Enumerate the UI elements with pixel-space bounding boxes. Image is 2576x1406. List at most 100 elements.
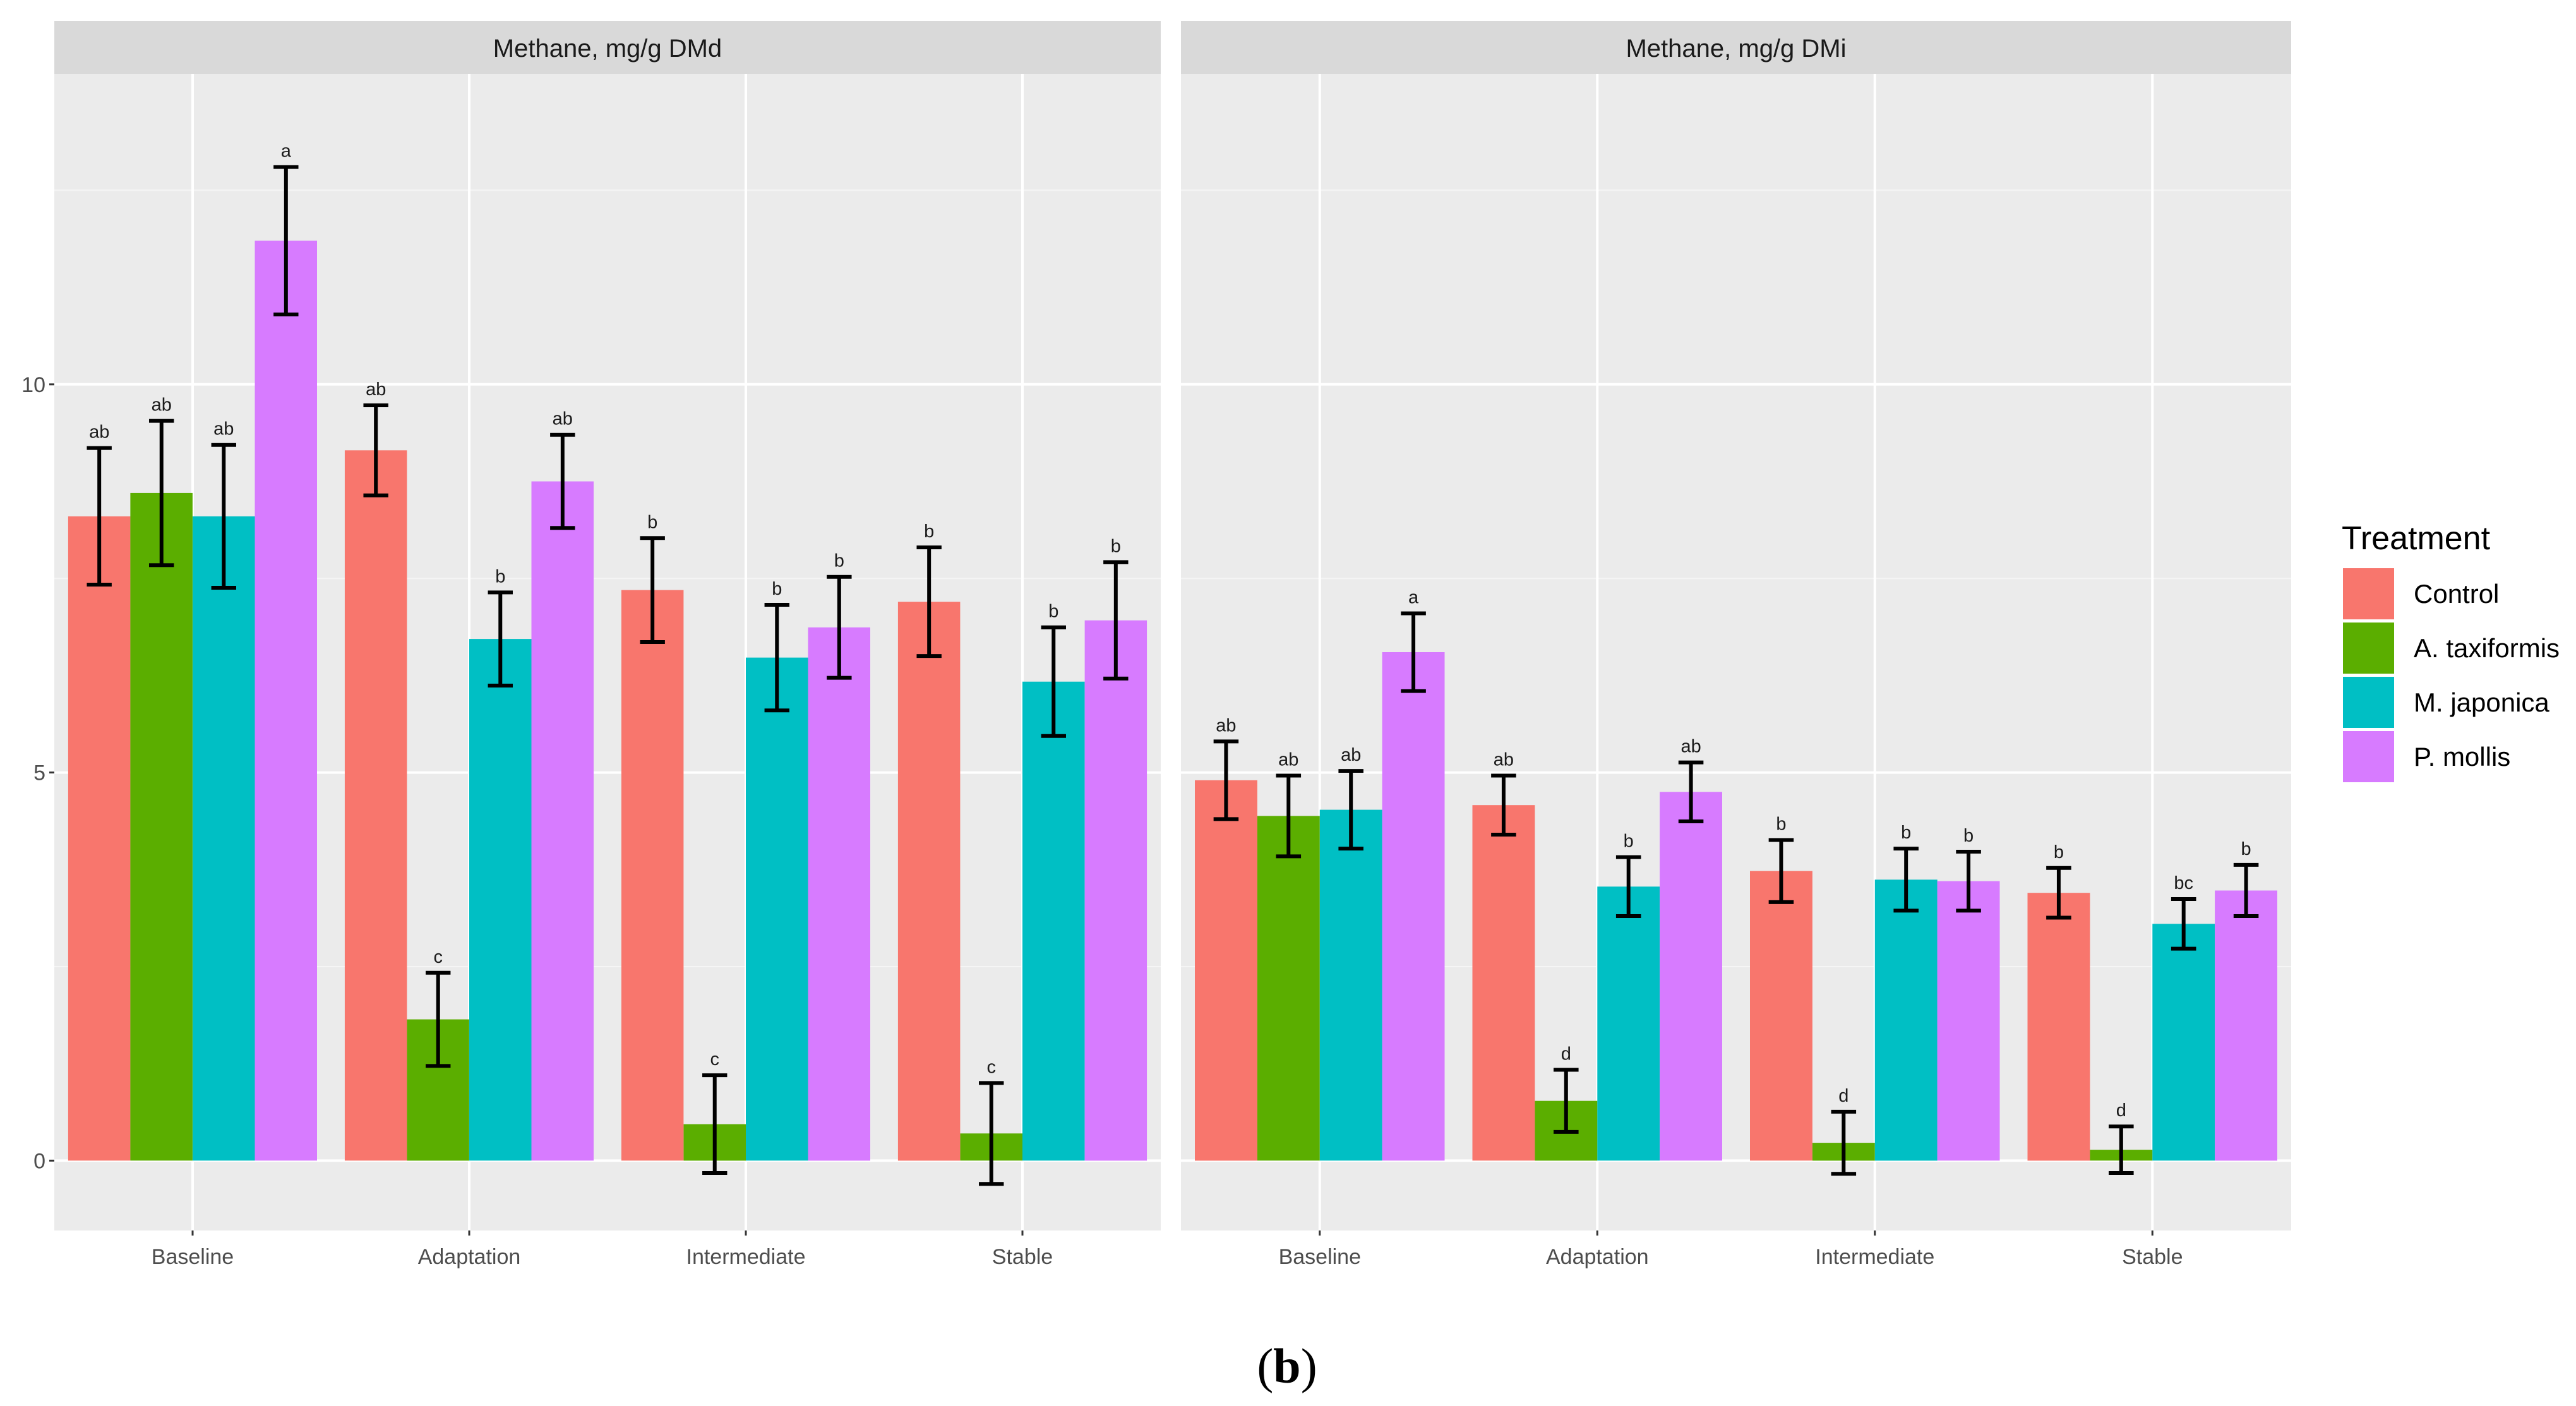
bar-control-adaptation bbox=[1472, 805, 1535, 1161]
significance-label-p-mollis-baseline: a bbox=[1408, 588, 1419, 608]
legend-item-a-taxiformis: A. taxiformis bbox=[2343, 623, 2560, 674]
y-tick-label-5: 5 bbox=[33, 761, 45, 785]
legend-label-m-japonica: M. japonica bbox=[2414, 688, 2549, 717]
bar-m-japonica-adaptation bbox=[1597, 886, 1660, 1161]
figure-caption: (b) bbox=[1257, 1338, 1317, 1393]
significance-label-a-taxiformis-adaptation: c bbox=[433, 947, 443, 967]
significance-label-m-japonica-baseline: ab bbox=[213, 419, 234, 439]
x-tick-label-stable: Stable bbox=[992, 1245, 1053, 1269]
significance-label-p-mollis-stable: b bbox=[1111, 536, 1121, 556]
legend-label-a-taxiformis: A. taxiformis bbox=[2414, 633, 2560, 663]
legend-label-p-mollis: P. mollis bbox=[2414, 742, 2510, 772]
panel-dmd-x-tick-marks bbox=[191, 1230, 1024, 1236]
significance-label-control-stable: b bbox=[924, 521, 934, 542]
significance-label-control-intermediate: b bbox=[1776, 814, 1786, 835]
bar-p-mollis-adaptation bbox=[531, 481, 594, 1161]
bar-m-japonica-baseline bbox=[193, 516, 255, 1161]
significance-label-control-adaptation: ab bbox=[1494, 750, 1514, 770]
caption-close-paren: ) bbox=[1301, 1338, 1317, 1393]
significance-label-p-mollis-adaptation: ab bbox=[553, 409, 573, 429]
bar-control-stable bbox=[2027, 893, 2090, 1161]
legend-key-a-taxiformis bbox=[2343, 623, 2394, 674]
bar-p-mollis-intermediate bbox=[1937, 881, 2000, 1161]
bar-m-japonica-stable bbox=[2152, 924, 2215, 1161]
legend-key-m-japonica bbox=[2343, 677, 2394, 728]
panel-dmi: Methane, mg/g DMi ab ab b b ab d d d ab b b bc a ab b b… bbox=[1181, 21, 2291, 1269]
panel-dmd-bars bbox=[68, 241, 1147, 1161]
panel-dmd-error-bars bbox=[87, 165, 1129, 1186]
panel-dmd-x-tick-labels: Baseline Adaptation Intermediate Stable bbox=[152, 1245, 1053, 1269]
significance-label-m-japonica-adaptation: b bbox=[1624, 831, 1634, 852]
significance-label-m-japonica-intermediate: b bbox=[772, 579, 782, 599]
y-axis-tick-marks bbox=[49, 383, 54, 1162]
significance-label-p-mollis-stable: b bbox=[2241, 839, 2251, 859]
legend-item-m-japonica: M. japonica bbox=[2343, 677, 2549, 728]
x-tick-label-adaptation: Adaptation bbox=[1546, 1245, 1649, 1269]
bar-control-baseline bbox=[1195, 780, 1257, 1161]
significance-label-control-intermediate: b bbox=[647, 512, 657, 532]
significance-label-a-taxiformis-baseline: ab bbox=[152, 395, 172, 415]
panel-dmd-title: Methane, mg/g DMd bbox=[493, 35, 722, 63]
significance-label-p-mollis-intermediate: b bbox=[834, 551, 844, 571]
significance-label-m-japonica-adaptation: b bbox=[495, 566, 505, 587]
bar-p-mollis-adaptation bbox=[1660, 792, 1722, 1161]
significance-label-p-mollis-baseline: a bbox=[281, 141, 292, 162]
significance-label-m-japonica-intermediate: b bbox=[1901, 823, 1911, 843]
significance-label-control-baseline: ab bbox=[1216, 715, 1236, 736]
bar-m-japonica-intermediate bbox=[1874, 879, 1938, 1161]
x-tick-label-intermediate: Intermediate bbox=[1815, 1245, 1934, 1269]
significance-label-m-japonica-stable: bc bbox=[2174, 873, 2193, 893]
panel-dmi-strip bbox=[1181, 21, 2291, 74]
caption-open-paren: ( bbox=[1257, 1338, 1273, 1393]
bar-a-taxiformis-baseline bbox=[130, 492, 193, 1161]
bar-p-mollis-stable bbox=[1084, 620, 1147, 1161]
bar-m-japonica-baseline bbox=[1319, 809, 1382, 1161]
legend-key-control bbox=[2343, 568, 2394, 619]
caption-letter: b bbox=[1273, 1338, 1300, 1393]
legend-key-p-mollis bbox=[2343, 731, 2394, 782]
bar-m-japonica-adaptation bbox=[469, 639, 532, 1161]
panel-dmi-x-tick-labels: Baseline Adaptation Intermediate Stable bbox=[1279, 1245, 2183, 1269]
significance-label-a-taxiformis-adaptation: d bbox=[1561, 1044, 1571, 1064]
legend-item-p-mollis: P. mollis bbox=[2343, 731, 2510, 782]
significance-label-m-japonica-stable: b bbox=[1048, 602, 1058, 622]
y-axis-tick-labels: 0 5 10 bbox=[21, 373, 45, 1174]
panel-dmd-strip bbox=[54, 21, 1161, 74]
significance-label-a-taxiformis-stable: d bbox=[2116, 1100, 2126, 1121]
x-tick-label-baseline: Baseline bbox=[1279, 1245, 1361, 1269]
bar-control-intermediate bbox=[621, 590, 684, 1161]
significance-label-control-stable: b bbox=[2054, 842, 2064, 862]
bar-control-adaptation bbox=[344, 450, 407, 1161]
y-tick-label-0: 0 bbox=[33, 1149, 45, 1173]
bar-p-mollis-intermediate bbox=[808, 627, 870, 1161]
bar-control-intermediate bbox=[1750, 871, 1812, 1161]
significance-label-p-mollis-adaptation: ab bbox=[1680, 737, 1701, 757]
panel-dmi-bars bbox=[1195, 652, 2277, 1161]
x-tick-label-adaptation: Adaptation bbox=[418, 1245, 521, 1269]
panel-dmi-significance-labels: ab ab b b ab d d d ab b b bc a ab b b bbox=[1216, 588, 2251, 1121]
panel-dmi-x-tick-marks bbox=[1319, 1230, 2154, 1236]
legend-label-control: Control bbox=[2414, 579, 2499, 609]
bar-p-mollis-stable bbox=[2215, 890, 2277, 1161]
significance-label-m-japonica-baseline: ab bbox=[1341, 745, 1361, 765]
x-tick-label-baseline: Baseline bbox=[152, 1245, 234, 1269]
significance-label-a-taxiformis-intermediate: d bbox=[1838, 1086, 1848, 1106]
panel-dmd-significance-labels: ab ab b b ab c c c ab b b b a ab b b bbox=[89, 141, 1121, 1078]
panel-dmi-title: Methane, mg/g DMi bbox=[1626, 35, 1846, 63]
x-tick-label-intermediate: Intermediate bbox=[686, 1245, 806, 1269]
bar-control-baseline bbox=[68, 516, 131, 1161]
significance-label-a-taxiformis-intermediate: c bbox=[710, 1049, 719, 1069]
legend-item-control: Control bbox=[2343, 568, 2499, 619]
significance-label-a-taxiformis-baseline: ab bbox=[1278, 750, 1298, 770]
significance-label-p-mollis-intermediate: b bbox=[1963, 826, 1974, 846]
bar-a-taxiformis-baseline bbox=[1257, 816, 1320, 1161]
bar-m-japonica-stable bbox=[1022, 681, 1085, 1161]
significance-label-control-adaptation: ab bbox=[366, 379, 386, 400]
x-tick-label-stable: Stable bbox=[2122, 1245, 2183, 1269]
bar-m-japonica-intermediate bbox=[746, 657, 808, 1161]
bar-control-stable bbox=[897, 602, 961, 1161]
bar-p-mollis-baseline bbox=[255, 241, 317, 1161]
panel-dmi-error-bars bbox=[1213, 611, 2259, 1176]
legend: Treatment Control A. taxiformis M. japon… bbox=[2342, 520, 2560, 782]
